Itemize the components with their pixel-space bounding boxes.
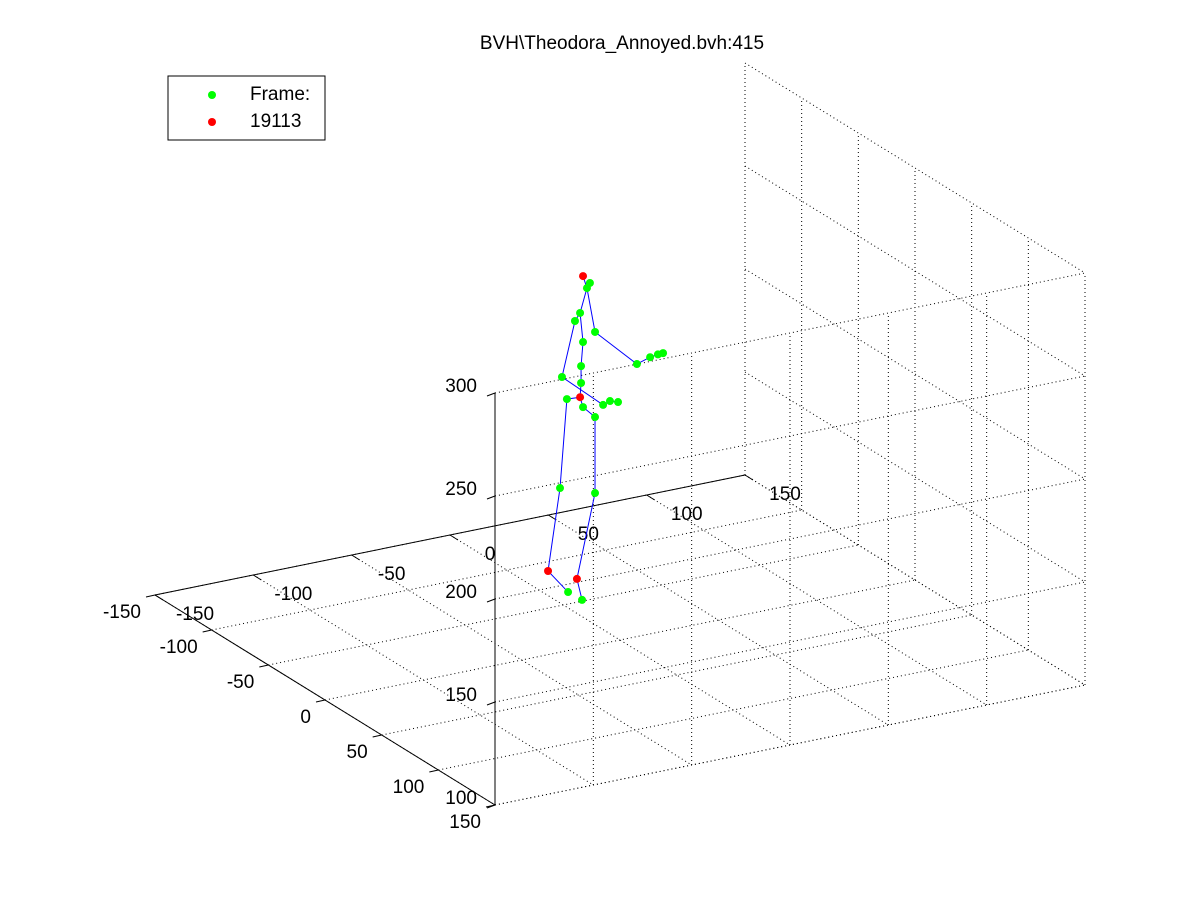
joint-marker <box>579 338 588 347</box>
y-tick <box>259 664 269 668</box>
x-tick-label: -150 <box>176 604 214 625</box>
joint-marker <box>556 484 565 493</box>
joint-marker <box>579 272 588 281</box>
joint-marker <box>599 400 608 409</box>
z-tick <box>486 598 496 603</box>
z-tick <box>486 392 496 397</box>
joint-marker <box>544 567 553 576</box>
z-tick <box>486 495 496 500</box>
joint-marker <box>614 398 623 407</box>
y-tick-label: -50 <box>227 672 254 693</box>
legend-marker <box>208 91 216 99</box>
y-tick-label: -100 <box>160 637 198 658</box>
joint-marker <box>572 574 581 583</box>
x-tick-label: 0 <box>485 544 496 565</box>
grid-line <box>268 544 859 666</box>
grid-line <box>494 478 1086 600</box>
grid-line <box>494 684 1086 806</box>
z-tick-label: 250 <box>445 479 477 500</box>
joint-marker <box>605 397 614 406</box>
x-tick <box>744 474 754 481</box>
x-tick <box>646 494 655 501</box>
legend-label: 19113 <box>250 111 301 132</box>
joint-marker <box>591 489 600 498</box>
axes: 100150200250300-150-100-50050100150-150-… <box>103 376 801 833</box>
joint-marker <box>579 403 588 412</box>
grid-line <box>381 614 972 736</box>
x-tick-label: -100 <box>274 584 312 605</box>
joint-marker <box>632 360 641 369</box>
y-tick <box>202 629 212 633</box>
joint-marker <box>646 353 655 362</box>
grid-line <box>211 509 802 631</box>
joint-marker <box>577 362 586 371</box>
z-tick-label: 100 <box>445 788 477 809</box>
z-tick-label: 150 <box>445 685 477 706</box>
legend-label: Frame: <box>250 84 310 105</box>
x-tick-label: 100 <box>671 504 703 525</box>
legend-box <box>167 75 326 141</box>
joint-marker <box>577 379 586 388</box>
joint-marker <box>591 413 600 422</box>
grid-line <box>494 581 1086 703</box>
legend: Frame: 19113 <box>167 75 326 141</box>
joint-marker <box>578 595 587 604</box>
y-tick-label: 150 <box>449 812 481 833</box>
grid-line <box>438 649 1029 771</box>
chart-title: BVH\Theodora_Annoyed.bvh:415 <box>480 33 764 54</box>
z-tick <box>486 701 496 706</box>
legend-marker <box>208 118 216 126</box>
x-tick-label: -50 <box>378 564 405 585</box>
joint-marker <box>564 588 573 597</box>
x-tick <box>449 534 459 541</box>
x-tick <box>154 594 164 601</box>
grid-line <box>494 375 1086 497</box>
x-tick-label: 50 <box>578 524 599 545</box>
y-tick-label: -150 <box>103 602 141 623</box>
joint-marker <box>562 395 571 404</box>
y-tick-label: 100 <box>393 777 425 798</box>
plot-area <box>544 272 668 604</box>
x-tick <box>351 554 360 561</box>
joint-marker <box>582 284 591 293</box>
x-tick <box>548 514 557 521</box>
joint-marker <box>576 308 585 317</box>
joint-marker <box>576 393 585 402</box>
y-tick <box>315 699 326 703</box>
y-tick <box>429 769 439 773</box>
y-tick <box>372 734 382 738</box>
z-tick-label: 200 <box>445 582 477 603</box>
joint-marker <box>570 317 579 326</box>
z-tick-label: 300 <box>445 376 477 397</box>
grid-line <box>324 579 916 701</box>
joint-marker <box>557 372 566 381</box>
y-tick-label: 0 <box>300 707 311 728</box>
y-tick <box>485 804 496 808</box>
y-tick-label: 50 <box>347 742 368 763</box>
joint-marker <box>591 327 600 336</box>
grid-line <box>494 272 1086 394</box>
x-tick <box>253 574 262 581</box>
y-tick <box>145 594 156 598</box>
joint-marker <box>659 349 668 358</box>
x-tick-label: 150 <box>769 484 801 505</box>
